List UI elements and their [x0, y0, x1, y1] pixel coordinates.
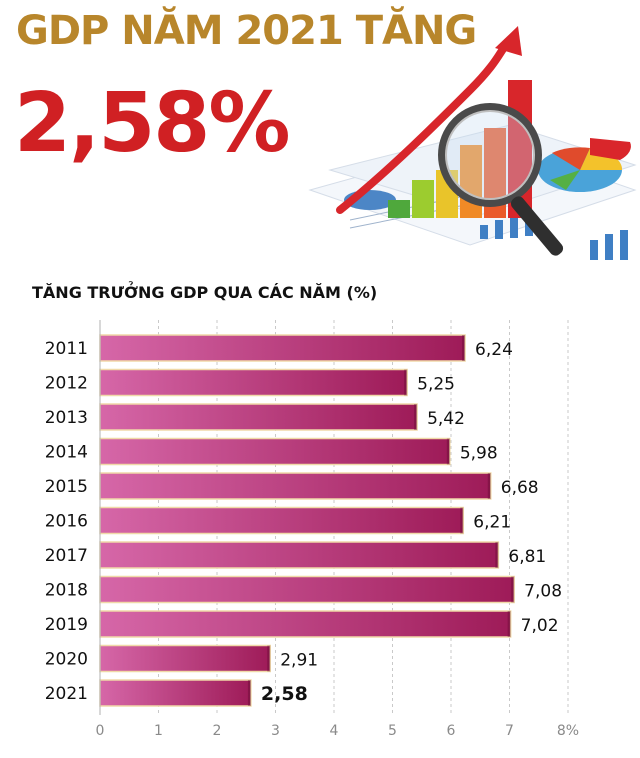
- growth-chart-magnifier-illustration: [308, 26, 637, 260]
- bar-2018: [99, 575, 515, 604]
- x-tick-label: 4: [330, 723, 339, 739]
- category-label: 2017: [45, 546, 88, 566]
- bar-2012: [99, 368, 408, 397]
- value-label: 6,68: [501, 478, 539, 498]
- bar-shadow: [267, 645, 271, 672]
- bar-2019: [99, 610, 512, 638]
- value-label: 5,42: [427, 409, 465, 429]
- bar-2016: [99, 506, 465, 535]
- headline: GDP NĂM 2021 TĂNG: [16, 8, 477, 54]
- trend-arrow-icon: [336, 26, 522, 214]
- x-tick-label: 6: [447, 723, 456, 739]
- category-label: 2020: [45, 650, 88, 670]
- bar-shadow: [414, 404, 418, 430]
- category-label: 2012: [45, 374, 88, 394]
- bar-shadow: [507, 611, 511, 637]
- bar-2020: [99, 644, 271, 673]
- bar-shadow: [495, 542, 499, 568]
- bar-2017: [99, 541, 500, 569]
- x-tick-label: 8%: [557, 723, 579, 739]
- category-label: 2018: [45, 581, 88, 601]
- value-label: 6,21: [473, 513, 511, 533]
- category-label: 2021: [45, 684, 88, 704]
- category-label: 2015: [45, 477, 88, 497]
- bar-shadow: [404, 369, 408, 396]
- pie-chart-icon: [538, 138, 631, 192]
- category-label: 2019: [45, 615, 88, 635]
- bar-shadow: [511, 576, 515, 603]
- value-label: 5,98: [460, 444, 498, 464]
- x-tick-label: 0: [96, 723, 105, 739]
- category-label: 2011: [45, 339, 88, 359]
- bar-shadow: [247, 680, 251, 706]
- value-label: 7,08: [524, 582, 562, 602]
- x-tick-label: 1: [154, 723, 163, 739]
- value-label: 2,58: [261, 683, 308, 705]
- value-label: 6,81: [508, 547, 546, 567]
- bar-2011: [99, 334, 466, 362]
- bar-2021: [99, 679, 252, 707]
- x-tick-label: 5: [388, 723, 397, 739]
- gdp-bar-chart: 0 1 2 3 4 5 6 7 8% 2011 6,24 2012 5,25 2013 5,42 2014 5,…: [45, 320, 579, 739]
- chart-title: TĂNG TRƯỞNG GDP QUA CÁC NĂM (%): [32, 283, 378, 302]
- x-tick-label: 7: [505, 723, 514, 739]
- big-value: 2,58%: [14, 76, 290, 171]
- value-label: 6,24: [475, 340, 513, 360]
- bar-shadow: [462, 335, 466, 361]
- category-label: 2013: [45, 408, 88, 428]
- bar-shadow: [446, 438, 450, 465]
- value-label: 2,91: [280, 651, 318, 671]
- bar-2015: [99, 472, 492, 500]
- axes: 0 1 2 3 4 5 6 7 8% 2011 6,24 2012 5,25 2013 5,42 2014 5,…: [45, 320, 579, 739]
- x-tick-label: 3: [271, 723, 280, 739]
- bar-shadow: [487, 473, 491, 499]
- category-label: 2014: [45, 443, 88, 463]
- value-label: 7,02: [521, 616, 559, 636]
- bar-2013: [99, 403, 418, 431]
- bar-2014: [99, 437, 451, 466]
- value-label: 5,25: [417, 375, 455, 395]
- x-tick-label: 2: [213, 723, 222, 739]
- magnifier-icon: [438, 103, 564, 256]
- bar-shadow: [460, 507, 464, 534]
- category-label: 2016: [45, 512, 88, 532]
